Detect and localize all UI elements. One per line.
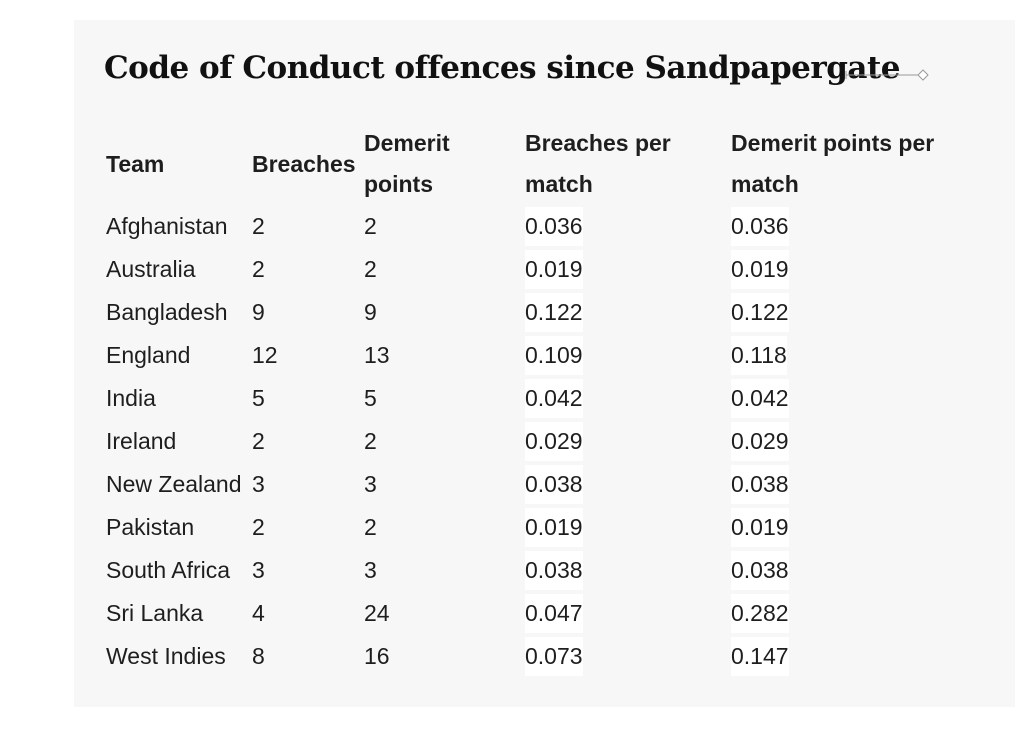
cell-demerit-points-per-match-container: 0.038 <box>729 549 965 592</box>
table-row: Australia 2 2 0.019 0.019 <box>104 248 965 291</box>
cell-demerit-points: 2 <box>364 256 377 282</box>
cell-team: Pakistan <box>106 514 195 540</box>
table-row: South Africa 3 3 0.038 0.038 <box>104 549 965 592</box>
header-breaches: Breaches <box>252 150 356 177</box>
cell-breaches: 2 <box>252 213 265 239</box>
cell-breaches: 3 <box>252 471 265 497</box>
cell-demerit-points: 24 <box>364 600 390 626</box>
cell-demerit-points-per-match-container: 0.042 <box>729 377 965 420</box>
cell-team: New Zealand <box>106 471 242 497</box>
cell-breaches-per-match-container: 0.019 <box>523 506 729 549</box>
cell-breaches-per-match: 0.042 <box>525 379 583 418</box>
cell-breaches-per-match: 0.038 <box>525 551 583 590</box>
cell-team: Australia <box>106 256 196 282</box>
cell-demerit-points-per-match: 0.019 <box>731 250 789 289</box>
table-row: West Indies 8 16 0.073 0.147 <box>104 635 965 678</box>
header-demerit-points: Demerit points <box>364 130 450 197</box>
cell-breaches-per-match: 0.109 <box>525 336 583 375</box>
cell-breaches: 3 <box>252 557 265 583</box>
cell-breaches-per-match-container: 0.038 <box>523 549 729 592</box>
table-row: Bangladesh 9 9 0.122 0.122 <box>104 291 965 334</box>
table-row: India 5 5 0.042 0.042 <box>104 377 965 420</box>
cell-breaches-per-match-container: 0.036 <box>523 205 729 248</box>
cell-demerit-points-per-match: 0.122 <box>731 293 789 332</box>
cell-demerit-points: 5 <box>364 385 377 411</box>
cell-team: Ireland <box>106 428 177 454</box>
cell-demerit-points: 16 <box>364 643 390 669</box>
table-row: Afghanistan 2 2 0.036 0.036 <box>104 205 965 248</box>
cell-breaches-per-match: 0.019 <box>525 508 583 547</box>
cell-team: South Africa <box>106 557 231 583</box>
cell-breaches-per-match: 0.029 <box>525 422 583 461</box>
cell-demerit-points-per-match: 0.282 <box>731 594 789 633</box>
cell-demerit-points-per-match: 0.019 <box>731 508 789 547</box>
cell-demerit-points-per-match: 0.042 <box>731 379 789 418</box>
cell-demerit-points-per-match: 0.036 <box>731 207 789 246</box>
cell-breaches-per-match: 0.122 <box>525 293 583 332</box>
cell-team: Afghanistan <box>106 213 228 239</box>
cell-demerit-points-per-match: 0.147 <box>731 637 789 676</box>
cell-team: Bangladesh <box>106 299 228 325</box>
table-row: Ireland 2 2 0.029 0.029 <box>104 420 965 463</box>
header-demerit-points-per-match: Demerit points per match <box>731 130 935 197</box>
cell-demerit-points-per-match-container: 0.038 <box>729 463 965 506</box>
cell-breaches-per-match-container: 0.042 <box>523 377 729 420</box>
cell-breaches: 4 <box>252 600 265 626</box>
table-row: Sri Lanka 4 24 0.047 0.282 <box>104 592 965 635</box>
cell-breaches-per-match-container: 0.038 <box>523 463 729 506</box>
cell-demerit-points-per-match-container: 0.122 <box>729 291 965 334</box>
cell-breaches-per-match: 0.073 <box>525 637 583 676</box>
header-team: Team <box>106 150 165 177</box>
page-title: Code of Conduct offences since Sandpaper… <box>104 50 901 86</box>
cell-demerit-points: 13 <box>364 342 390 368</box>
cell-demerit-points: 3 <box>364 471 377 497</box>
cell-demerit-points-per-match: 0.038 <box>731 465 789 504</box>
table-row: England 12 13 0.109 0.118 <box>104 334 965 377</box>
cell-demerit-points: 2 <box>364 213 377 239</box>
cell-demerit-points-per-match-container: 0.282 <box>729 592 965 635</box>
cell-breaches-per-match-container: 0.029 <box>523 420 729 463</box>
cell-breaches: 2 <box>252 514 265 540</box>
cell-demerit-points-per-match-container: 0.118 <box>729 334 965 377</box>
slider-line-icon <box>845 69 929 81</box>
cell-breaches: 2 <box>252 428 265 454</box>
table-header-row: Team Breaches Demerit points Breaches pe… <box>104 123 965 205</box>
table-panel: Code of Conduct offences since Sandpaper… <box>74 20 1015 707</box>
cell-breaches-per-match: 0.019 <box>525 250 583 289</box>
cell-demerit-points: 9 <box>364 299 377 325</box>
table-row: New Zealand 3 3 0.038 0.038 <box>104 463 965 506</box>
table-row: Pakistan 2 2 0.019 0.019 <box>104 506 965 549</box>
cell-demerit-points-per-match: 0.118 <box>731 336 787 375</box>
cell-breaches-per-match-container: 0.073 <box>523 635 729 678</box>
cell-breaches-per-match: 0.038 <box>525 465 583 504</box>
cell-breaches: 12 <box>252 342 278 368</box>
header-breaches-per-match: Breaches per match <box>525 130 671 197</box>
cell-breaches-per-match-container: 0.122 <box>523 291 729 334</box>
cell-breaches: 9 <box>252 299 265 325</box>
cell-team: England <box>106 342 191 368</box>
cell-demerit-points: 2 <box>364 514 377 540</box>
cell-breaches-per-match-container: 0.019 <box>523 248 729 291</box>
cell-demerit-points-per-match-container: 0.029 <box>729 420 965 463</box>
cell-demerit-points-per-match-container: 0.019 <box>729 248 965 291</box>
cell-team: Sri Lanka <box>106 600 204 626</box>
table-body: Afghanistan 2 2 0.036 0.036 Australia 2 2 0.019 0… <box>104 205 965 678</box>
cell-team: India <box>106 385 156 411</box>
offences-table: Team Breaches Demerit points Breaches pe… <box>104 123 965 678</box>
cell-team: West Indies <box>106 643 226 669</box>
cell-demerit-points: 2 <box>364 428 377 454</box>
cell-demerit-points-per-match: 0.038 <box>731 551 789 590</box>
cell-breaches: 5 <box>252 385 265 411</box>
cell-breaches: 2 <box>252 256 265 282</box>
cell-demerit-points-per-match-container: 0.147 <box>729 635 965 678</box>
cell-demerit-points-per-match-container: 0.036 <box>729 205 965 248</box>
cell-breaches-per-match-container: 0.109 <box>523 334 729 377</box>
cell-breaches-per-match: 0.047 <box>525 594 583 633</box>
cell-breaches-per-match: 0.036 <box>525 207 583 246</box>
cell-demerit-points-per-match: 0.029 <box>731 422 789 461</box>
cell-breaches: 8 <box>252 643 265 669</box>
cell-demerit-points: 3 <box>364 557 377 583</box>
cell-breaches-per-match-container: 0.047 <box>523 592 729 635</box>
cell-demerit-points-per-match-container: 0.019 <box>729 506 965 549</box>
